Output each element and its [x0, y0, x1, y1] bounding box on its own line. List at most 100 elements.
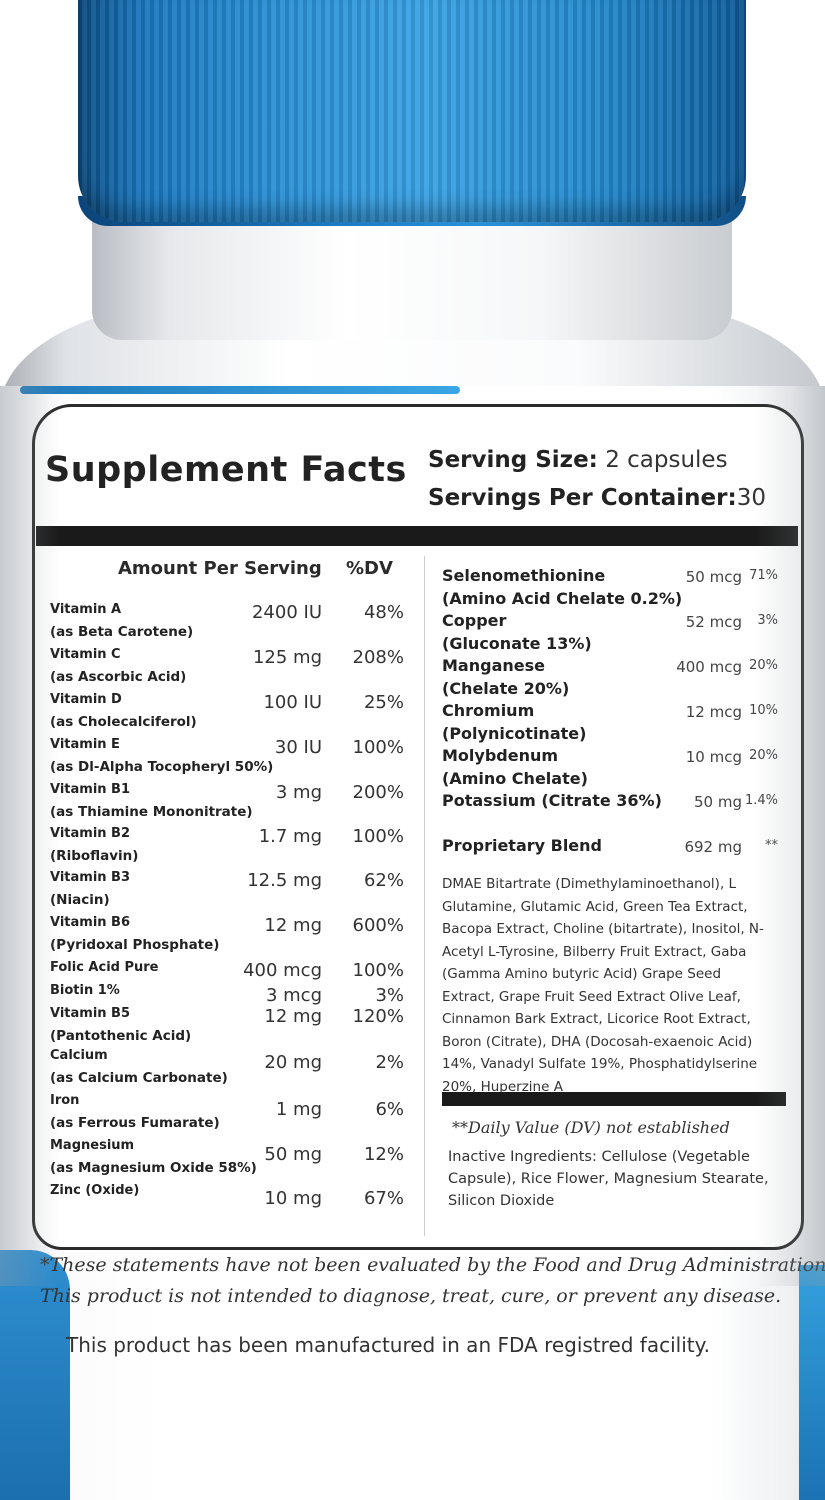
mineral-dv: 10% [749, 703, 778, 718]
nutrient-dv: 200% [352, 782, 404, 803]
mineral-amount: 50 mg [694, 793, 742, 811]
mineral-name: Potassium (Citrate 36%) [442, 791, 662, 810]
bottle-cap [78, 0, 746, 222]
nutrient-name: Vitamin B5 [50, 1006, 131, 1021]
nutrient-name: Biotin 1% [50, 983, 120, 998]
nutrient-amount: 50 mg [264, 1144, 322, 1165]
bottle-neck [92, 220, 732, 340]
dv-header: %DV [346, 558, 393, 579]
dv-note: **Daily Value (DV) not established [452, 1118, 730, 1137]
nutrient-amount: 100 IU [263, 692, 322, 713]
nutrient-source: (Niacin) [50, 892, 110, 908]
mineral-dv: 1.4% [744, 793, 778, 808]
label-stripe-right [799, 1265, 825, 1500]
nutrient-name: Vitamin B3 [50, 870, 131, 885]
mineral-dv: 20% [749, 748, 778, 763]
serving-size: Serving Size: 2 capsules [428, 447, 728, 473]
mineral-amount: 12 mcg [685, 703, 742, 721]
fda-disclaimer-line1: *These statements have not been evaluate… [40, 1254, 825, 1276]
nutrient-amount: 125 mg [252, 647, 322, 668]
serving-size-label: Serving Size: [428, 447, 598, 473]
mineral-name: Manganese [442, 656, 545, 675]
nutrient-name: Zinc (Oxide) [50, 1183, 140, 1198]
nutrient-dv: 12% [363, 1144, 404, 1165]
nutrient-source: (as Beta Carotene) [50, 624, 194, 640]
nutrient-source: (as Thiamine Mononitrate) [50, 804, 253, 820]
serving-size-value: 2 capsules [605, 447, 728, 473]
blend-amount: 692 mg [684, 838, 742, 856]
nutrient-amount: 10 mg [264, 1188, 322, 1209]
amount-header: Amount Per Serving [118, 558, 322, 579]
nutrient-name: Iron [50, 1093, 80, 1108]
column-divider [424, 556, 425, 1236]
nutrient-source: (as Ferrous Fumarate) [50, 1115, 220, 1131]
nutrient-amount: 400 mcg [243, 960, 322, 981]
blend-name: Proprietary Blend [442, 836, 602, 855]
mineral-name: Chromium [442, 701, 535, 720]
mineral-name: Molybdenum [442, 746, 559, 765]
nutrient-name: Vitamin D [50, 692, 122, 707]
nutrient-dv: 2% [375, 1052, 404, 1073]
nutrient-source: (as Cholecalciferol) [50, 714, 197, 730]
nutrient-dv: 48% [363, 602, 404, 623]
mineral-source: (Chelate 20%) [442, 679, 570, 698]
blend-dv: ** [765, 838, 778, 853]
facility-statement: This product has been manufactured in an… [66, 1333, 710, 1357]
nutrient-source: (as Ascorbic Acid) [50, 669, 187, 685]
nutrient-dv: 6% [375, 1099, 404, 1120]
nutrient-source: (as Calcium Carbonate) [50, 1070, 228, 1086]
inactive-ingredients: Inactive Ingredients: Cellulose (Vegetab… [448, 1149, 769, 1209]
nutrient-dv: 600% [352, 915, 404, 936]
servings-per-value: 30 [736, 485, 766, 511]
nutrient-amount: 30 IU [274, 737, 322, 758]
nutrient-name: Vitamin A [50, 602, 122, 617]
blend-divider-bar [442, 1092, 786, 1106]
mineral-source: (Amino Chelate) [442, 769, 588, 788]
nutrient-amount: 20 mg [264, 1052, 322, 1073]
mineral-source: (Amino Acid Chelate 0.2%) [442, 589, 683, 608]
mineral-dv: 71% [749, 568, 778, 583]
mineral-source: (Gluconate 13%) [442, 634, 592, 653]
nutrient-dv: 100% [352, 826, 404, 847]
nutrient-name: Folic Acid Pure [50, 960, 159, 975]
nutrient-name: Vitamin B6 [50, 915, 131, 930]
servings-per-container: Servings Per Container:30 [428, 485, 766, 511]
fda-disclaimer-line2: This product is not intended to diagnose… [40, 1285, 782, 1307]
nutrient-dv: 25% [363, 692, 404, 713]
nutrient-source: (Riboflavin) [50, 848, 139, 864]
nutrient-source: (Pantothenic Acid) [50, 1028, 192, 1044]
mineral-dv: 20% [749, 658, 778, 673]
nutrient-dv: 208% [352, 647, 404, 668]
nutrient-source: (as Dl-Alpha Tocopheryl 50%) [50, 759, 274, 775]
blend-ingredients: DMAE Bitartrate (Dimethylaminoethanol), … [442, 876, 764, 1095]
nutrient-name: Vitamin B2 [50, 826, 131, 841]
mineral-amount: 400 mcg [676, 658, 742, 676]
mineral-name: Selenomethionine [442, 566, 606, 585]
nutrient-dv: 67% [363, 1188, 404, 1209]
mineral-amount: 50 mcg [685, 568, 742, 586]
nutrient-amount: 12.5 mg [247, 870, 322, 891]
nutrient-name: Vitamin B1 [50, 782, 131, 797]
mineral-dv: 3% [757, 613, 778, 628]
servings-per-label: Servings Per Container: [428, 485, 737, 511]
mineral-name: Copper [442, 611, 507, 630]
nutrient-name: Vitamin C [50, 647, 121, 662]
panel-divider-bar [36, 526, 798, 546]
nutrient-dv: 100% [352, 960, 404, 981]
label-stripe-left [0, 1250, 70, 1500]
nutrient-name: Magnesium [50, 1138, 135, 1153]
mineral-amount: 52 mcg [685, 613, 742, 631]
nutrient-dv: 62% [363, 870, 404, 891]
mineral-amount: 10 mcg [685, 748, 742, 766]
panel-title: Supplement Facts [45, 450, 407, 490]
nutrient-source: (as Magnesium Oxide 58%) [50, 1160, 257, 1176]
nutrient-amount: 3 mcg [265, 985, 322, 1006]
nutrient-amount: 2400 IU [251, 602, 322, 623]
nutrient-amount: 12 mg [264, 915, 322, 936]
mineral-source: (Polynicotinate) [442, 724, 587, 743]
nutrient-name: Calcium [50, 1048, 108, 1063]
nutrient-amount: 3 mg [275, 782, 322, 803]
nutrient-dv: 100% [352, 737, 404, 758]
label-stripe-top [20, 386, 460, 394]
nutrient-source: (Pyridoxal Phosphate) [50, 937, 220, 953]
